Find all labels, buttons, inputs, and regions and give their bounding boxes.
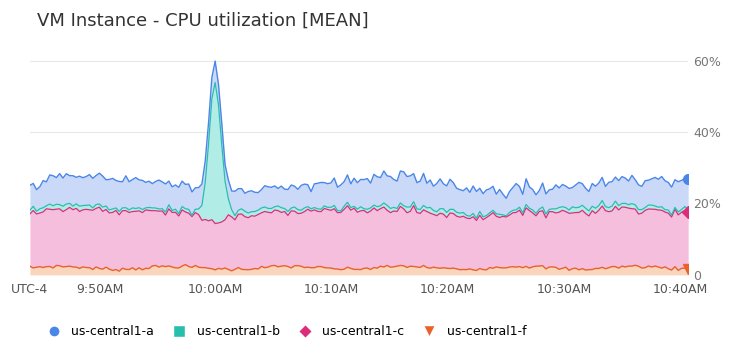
Legend: us-central1-a, us-central1-b, us-central1-c, us-central1-f: us-central1-a, us-central1-b, us-central…: [36, 320, 531, 343]
Text: VM Instance - CPU utilization [MEAN]: VM Instance - CPU utilization [MEAN]: [37, 12, 368, 30]
